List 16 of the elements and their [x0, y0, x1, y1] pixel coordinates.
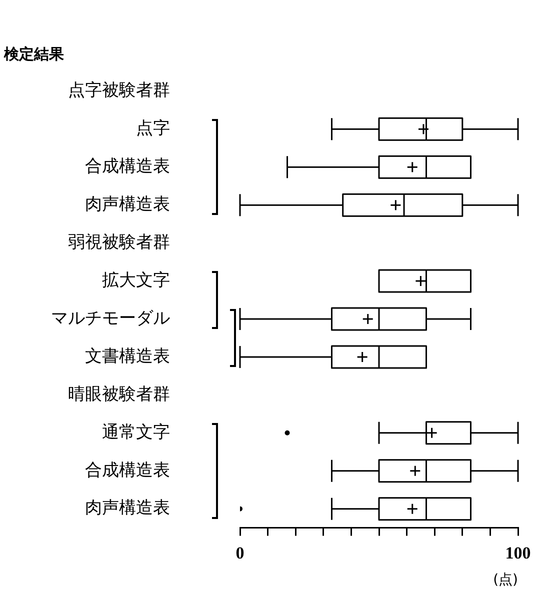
- y-tick-label: 肉声構造表: [85, 498, 170, 518]
- x-axis-title: (点): [493, 572, 518, 588]
- y-tick-label: 点字: [136, 118, 170, 139]
- y-tick-label: 弱視被験者群: [68, 232, 170, 252]
- y-tick-label: 合成構造表: [85, 460, 170, 480]
- x-tick-label: 0: [236, 543, 244, 562]
- y-tick-label: 合成構造表: [85, 156, 170, 177]
- y-tick-label: 拡大文字: [102, 270, 170, 290]
- y-tick-label: 点字被験者群: [68, 80, 170, 101]
- y-tick-label: 晴眼被験者群: [68, 384, 170, 404]
- y-tick-label: 文書構造表: [85, 346, 170, 366]
- text: 検定結果: [3, 45, 65, 64]
- y-tick-label: マルチモーダル: [51, 308, 170, 328]
- y-tick-label: 肉声構造表: [85, 194, 170, 215]
- y-tick-label: 通常文字: [102, 422, 170, 442]
- x-tick-label: 100: [505, 543, 531, 562]
